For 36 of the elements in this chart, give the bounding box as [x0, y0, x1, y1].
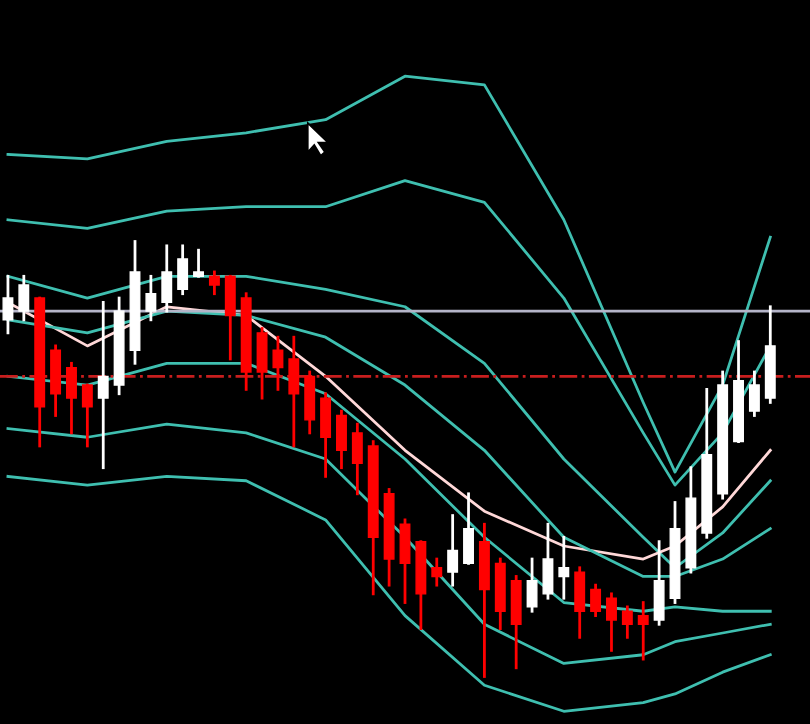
candlestick	[177, 244, 189, 296]
candlestick	[208, 270, 220, 296]
candlestick	[18, 274, 30, 322]
candlestick	[542, 522, 554, 600]
candlestick	[256, 327, 268, 400]
candlestick	[161, 244, 173, 313]
candlestick	[50, 344, 62, 417]
candlestick	[145, 274, 157, 322]
candlestick	[590, 583, 602, 617]
candlestick	[478, 522, 490, 678]
candlestick	[193, 248, 204, 278]
candlestick	[558, 535, 570, 600]
candlestick	[653, 540, 665, 626]
candlestick	[224, 274, 236, 361]
candlestick	[606, 592, 617, 652]
candlestick	[463, 492, 474, 565]
candlestick	[66, 361, 77, 435]
candlestick	[447, 514, 459, 587]
candlestick	[399, 518, 411, 604]
candlestick	[574, 566, 586, 639]
candlestick	[320, 392, 332, 478]
candlestick	[288, 335, 300, 448]
candlestick	[621, 605, 633, 639]
candlestick	[304, 370, 316, 435]
candlestick	[748, 370, 760, 417]
candlestick	[336, 409, 347, 470]
candlestick	[510, 575, 522, 670]
candlestick	[97, 301, 109, 470]
candlestick	[494, 557, 506, 631]
candlestick	[81, 383, 93, 448]
candlestick	[272, 335, 284, 391]
candlestick	[2, 274, 14, 335]
candlestick	[637, 601, 649, 661]
candlestick	[526, 557, 538, 613]
candlestick	[351, 422, 363, 496]
candlestick	[431, 557, 443, 587]
